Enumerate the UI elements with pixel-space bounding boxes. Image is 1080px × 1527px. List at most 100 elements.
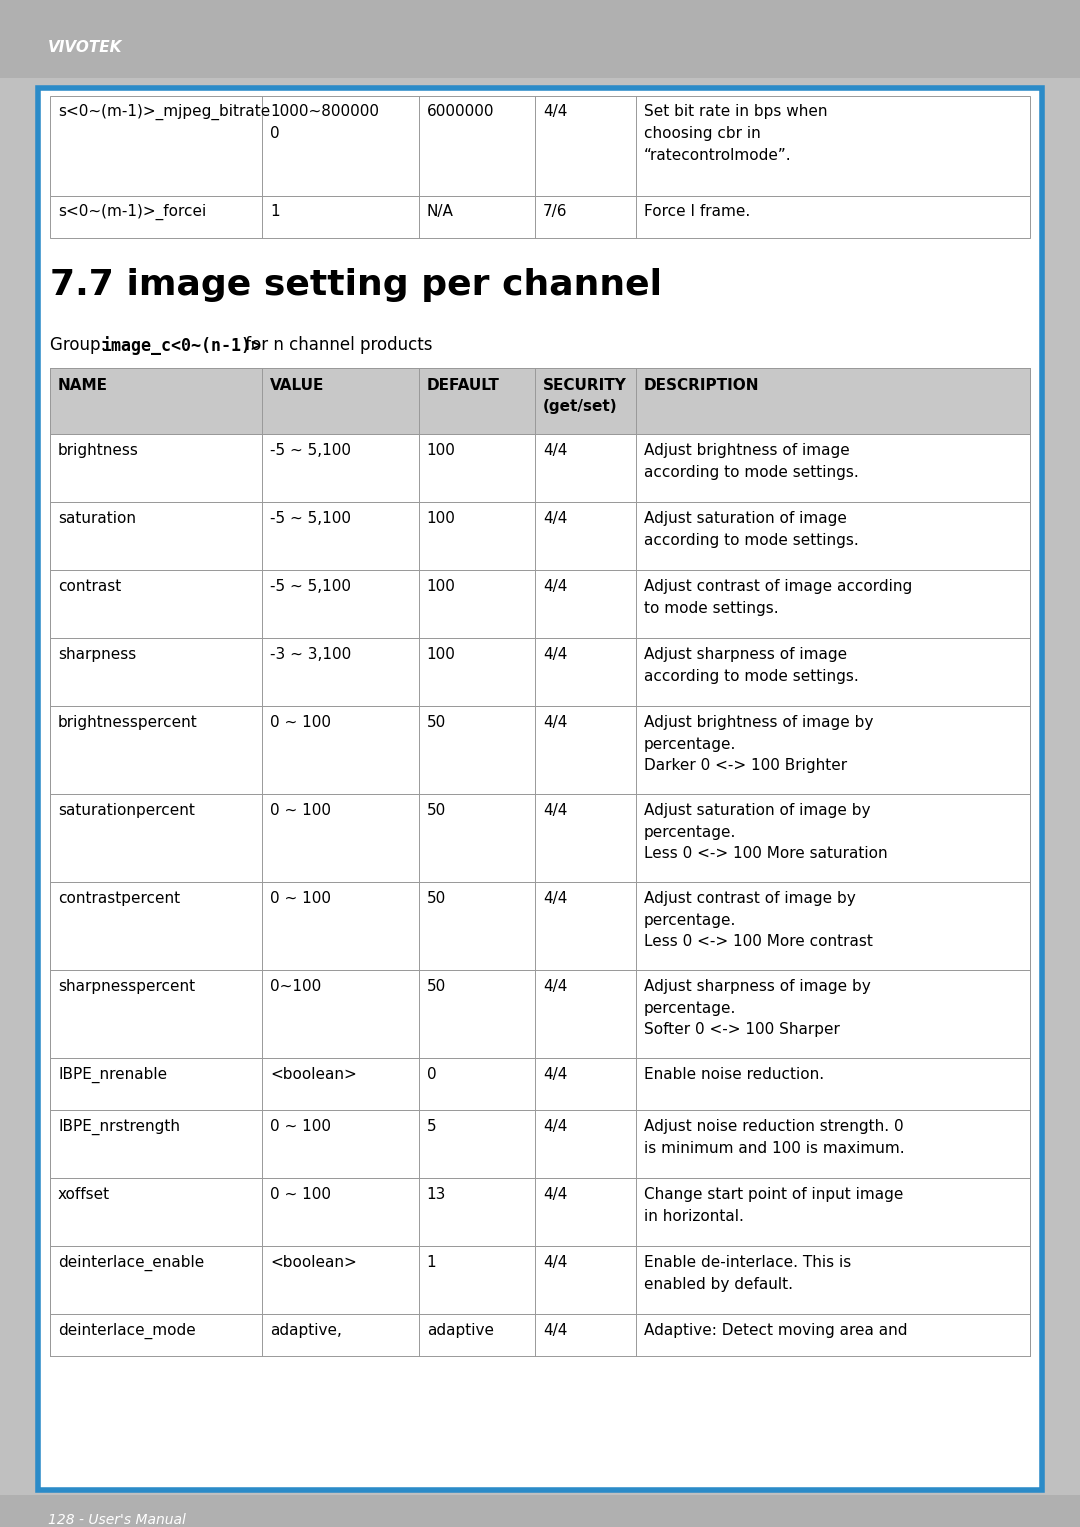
Bar [50, 970, 1030, 1058]
Bar [50, 570, 1030, 638]
Text: 4/4: 4/4 [543, 104, 567, 119]
Text: adaptive,: adaptive, [270, 1322, 342, 1338]
Text: Adjust saturation of image by
percentage.
Less 0 <-> 100 More saturation: Adjust saturation of image by percentage… [644, 803, 888, 861]
Text: 4/4: 4/4 [543, 1186, 567, 1202]
Text: deinterlace_enable: deinterlace_enable [58, 1255, 204, 1270]
Text: contrastpercent: contrastpercent [58, 890, 180, 906]
Bar [50, 1246, 1030, 1315]
Bar [50, 1058, 1030, 1110]
Text: VIVOTEK: VIVOTEK [48, 41, 122, 55]
Text: saturationpercent: saturationpercent [58, 803, 194, 818]
Text: 4/4: 4/4 [543, 443, 567, 458]
Text: sharpness: sharpness [58, 647, 136, 663]
Text: 4/4: 4/4 [543, 890, 567, 906]
Text: brightness: brightness [58, 443, 139, 458]
Text: Adjust noise reduction strength. 0
is minimum and 100 is maximum.: Adjust noise reduction strength. 0 is mi… [644, 1119, 905, 1156]
Text: 4/4: 4/4 [543, 1119, 567, 1135]
Text: -5 ~ 5,100: -5 ~ 5,100 [270, 443, 351, 458]
Text: 4/4: 4/4 [543, 803, 567, 818]
Bar [50, 883, 1030, 970]
Text: NAME: NAME [58, 379, 108, 392]
Bar [50, 638, 1030, 705]
Text: VIVOTEK Confidential: VIVOTEK Confidential [167, 686, 913, 939]
Text: 5: 5 [427, 1119, 436, 1135]
Text: IBPE_nrstrength: IBPE_nrstrength [58, 1119, 180, 1135]
Text: 7/6: 7/6 [543, 205, 567, 218]
Text: Adjust contrast of image according
to mode settings.: Adjust contrast of image according to mo… [644, 579, 913, 615]
Text: -5 ~ 5,100: -5 ~ 5,100 [270, 579, 351, 594]
Text: s<0~(m-1)>_forcei: s<0~(m-1)>_forcei [58, 205, 206, 220]
Text: s<0~(m-1)>_mjpeg_bitrate: s<0~(m-1)>_mjpeg_bitrate [58, 104, 270, 121]
Text: 13: 13 [427, 1186, 446, 1202]
Bar [50, 368, 1030, 434]
Text: 0 ~ 100: 0 ~ 100 [270, 1186, 332, 1202]
Bar [0, 1495, 1080, 1527]
Text: 4/4: 4/4 [543, 979, 567, 994]
Text: Force I frame.: Force I frame. [644, 205, 751, 218]
Text: <boolean>: <boolean> [270, 1255, 356, 1270]
Text: xoffset: xoffset [58, 1186, 110, 1202]
Text: image_c<0~(n-1)>: image_c<0~(n-1)> [102, 336, 262, 354]
Text: Change start point of input image
in horizontal.: Change start point of input image in hor… [644, 1186, 903, 1223]
Text: Set bit rate in bps when
choosing cbr in
“ratecontrolmode”.: Set bit rate in bps when choosing cbr in… [644, 104, 827, 163]
Bar [0, 0, 1080, 78]
Text: 4/4: 4/4 [543, 1067, 567, 1083]
Bar [50, 96, 1030, 195]
Text: 0~100: 0~100 [270, 979, 322, 994]
Text: contrast: contrast [58, 579, 121, 594]
Text: 0 ~ 100: 0 ~ 100 [270, 890, 332, 906]
Text: for n channel products: for n channel products [240, 336, 432, 354]
Text: 128 - User's Manual: 128 - User's Manual [48, 1513, 186, 1527]
Text: 0: 0 [427, 1067, 436, 1083]
Bar [50, 705, 1030, 794]
Text: Adjust brightness of image by
percentage.
Darker 0 <-> 100 Brighter: Adjust brightness of image by percentage… [644, 715, 874, 773]
Text: 50: 50 [427, 979, 446, 994]
Text: 6000000: 6000000 [427, 104, 495, 119]
Text: 0 ~ 100: 0 ~ 100 [270, 803, 332, 818]
Text: 100: 100 [427, 443, 456, 458]
Text: 50: 50 [427, 715, 446, 730]
Text: Enable de-interlace. This is
enabled by default.: Enable de-interlace. This is enabled by … [644, 1255, 851, 1292]
Text: 50: 50 [427, 890, 446, 906]
Text: 4/4: 4/4 [543, 1255, 567, 1270]
Text: VALUE: VALUE [270, 379, 324, 392]
Text: saturation: saturation [58, 512, 136, 525]
Text: 1: 1 [270, 205, 280, 218]
Bar [50, 1177, 1030, 1246]
Bar [50, 434, 1030, 502]
Text: Adjust saturation of image
according to mode settings.: Adjust saturation of image according to … [644, 512, 859, 548]
Text: 4/4: 4/4 [543, 647, 567, 663]
Text: 0 ~ 100: 0 ~ 100 [270, 1119, 332, 1135]
Text: DESCRIPTION: DESCRIPTION [644, 379, 759, 392]
Text: Enable noise reduction.: Enable noise reduction. [644, 1067, 824, 1083]
Text: 4/4: 4/4 [543, 512, 567, 525]
Text: <boolean>: <boolean> [270, 1067, 356, 1083]
Text: 7.7 image setting per channel: 7.7 image setting per channel [50, 269, 662, 302]
Text: SECURITY
(get/set): SECURITY (get/set) [543, 379, 626, 414]
Text: 4/4: 4/4 [543, 579, 567, 594]
Text: deinterlace_mode: deinterlace_mode [58, 1322, 195, 1339]
Text: 4/4: 4/4 [543, 715, 567, 730]
Text: -3 ~ 3,100: -3 ~ 3,100 [270, 647, 351, 663]
Text: brightnesspercent: brightnesspercent [58, 715, 198, 730]
Text: adaptive: adaptive [427, 1322, 494, 1338]
Text: IBPE_nrenable: IBPE_nrenable [58, 1067, 167, 1083]
Text: N/A: N/A [427, 205, 454, 218]
Text: Adjust sharpness of image by
percentage.
Softer 0 <-> 100 Sharper: Adjust sharpness of image by percentage.… [644, 979, 870, 1037]
Text: Adaptive: Detect moving area and: Adaptive: Detect moving area and [644, 1322, 907, 1338]
Text: 1000~800000
0: 1000~800000 0 [270, 104, 379, 140]
Text: -5 ~ 5,100: -5 ~ 5,100 [270, 512, 351, 525]
Text: 100: 100 [427, 647, 456, 663]
Text: 50: 50 [427, 803, 446, 818]
Bar [50, 794, 1030, 883]
Text: 100: 100 [427, 579, 456, 594]
Text: Adjust sharpness of image
according to mode settings.: Adjust sharpness of image according to m… [644, 647, 859, 684]
Text: sharpnesspercent: sharpnesspercent [58, 979, 195, 994]
Bar [50, 502, 1030, 570]
Bar [50, 1110, 1030, 1177]
Bar [50, 195, 1030, 238]
Text: DEFAULT: DEFAULT [427, 379, 500, 392]
Text: 100: 100 [427, 512, 456, 525]
Text: 4/4: 4/4 [543, 1322, 567, 1338]
Bar [50, 1315, 1030, 1356]
